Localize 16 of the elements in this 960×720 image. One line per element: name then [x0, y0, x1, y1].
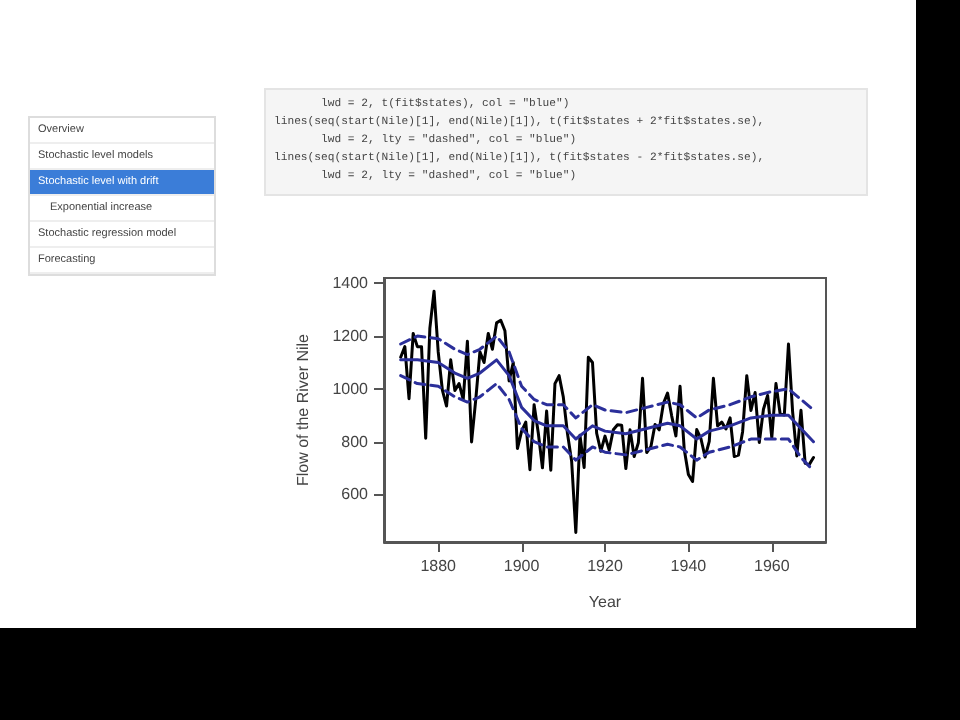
- x-tick-label: 1880: [420, 557, 458, 575]
- y-axis-title: Flow of the River Nile: [293, 332, 312, 487]
- y-tick-label: 600: [341, 485, 370, 504]
- y-tick-label: 800: [341, 432, 370, 451]
- line-series: [399, 374, 815, 473]
- y-tick-label: 1000: [332, 379, 370, 398]
- x-axis-title: Year: [588, 593, 622, 611]
- line-series: [399, 289, 815, 534]
- line-series: [399, 334, 815, 420]
- y-tick-label: 1400: [332, 274, 370, 293]
- x-tick-label: 1960: [754, 557, 791, 575]
- x-tick-label: 1940: [670, 557, 708, 575]
- line-series: [399, 358, 815, 444]
- x-tick-label: 1900: [503, 557, 541, 575]
- y-tick-label: 1200: [332, 327, 370, 346]
- x-tick-label: 1920: [587, 557, 624, 575]
